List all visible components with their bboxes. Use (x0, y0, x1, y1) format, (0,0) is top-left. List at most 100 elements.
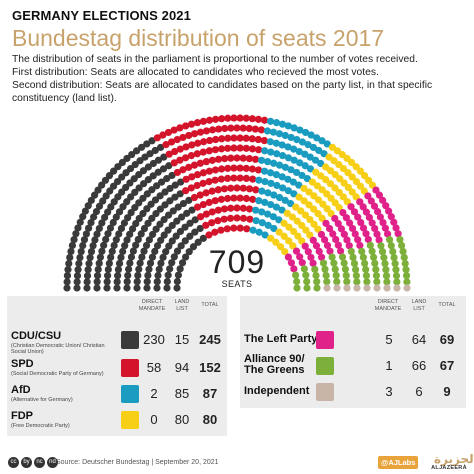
seat-alliance-90-the-greens (362, 265, 370, 274)
seat-afd (290, 124, 298, 132)
seat-cdu-csu (132, 147, 141, 155)
seat-cdu-csu (63, 284, 71, 292)
seat-alliance-90-the-greens (372, 272, 381, 280)
seat-cdu-csu (126, 230, 134, 238)
seat-cdu-csu (131, 160, 139, 169)
col-header-land: LAND LIST (411, 299, 427, 312)
seat-cdu-csu (177, 213, 186, 221)
seat-alliance-90-the-greens (332, 271, 340, 280)
seat-alliance-90-the-greens (366, 241, 374, 249)
seat-cdu-csu (123, 154, 131, 163)
seat-the-left-party (356, 241, 364, 250)
seat-the-left-party (367, 197, 375, 205)
party-row-cdu: CDU/CSU (Christian Democratic Union/ Chr… (7, 326, 227, 356)
seat-spd (242, 134, 250, 142)
seat-cdu-csu (119, 247, 127, 256)
seat-alliance-90-the-greens (358, 247, 366, 255)
seat-spd (188, 141, 196, 149)
seat-fdp (331, 184, 339, 192)
seat-cdu-csu (144, 176, 152, 184)
seat-cdu-csu (131, 204, 139, 212)
seat-fdp (300, 184, 308, 193)
seat-cdu-csu (104, 208, 112, 216)
seat-spd (179, 166, 187, 174)
seat-the-left-party (312, 242, 321, 250)
seat-spd (173, 168, 182, 177)
seat-spd (196, 159, 204, 167)
seat-cdu-csu (146, 150, 154, 158)
seat-spd (242, 194, 251, 203)
seat-afd (306, 165, 315, 173)
party-subtitle: (Social Democratic Party of Germany) (11, 371, 104, 377)
seat-cdu-csu (107, 203, 115, 211)
seat-cdu-csu (168, 221, 176, 230)
seat-afd (281, 131, 289, 140)
seat-spd (193, 171, 202, 179)
seat-spd (193, 181, 201, 190)
seat-cdu-csu (73, 272, 82, 280)
seat-alliance-90-the-greens (382, 272, 391, 280)
ajlabs-handle[interactable]: @AJLabs (378, 456, 419, 469)
seat-cdu-csu (162, 248, 170, 256)
seat-the-left-party (351, 230, 359, 238)
seat-afd (264, 189, 272, 197)
seat-alliance-90-the-greens (302, 271, 310, 279)
seat-spd (206, 136, 214, 145)
seat-spd (176, 145, 184, 153)
seat-alliance-90-the-greens (323, 278, 331, 286)
seat-afd (323, 140, 331, 148)
party-row-afd: AfD (Alternative for Germany) 2 85 87 (7, 380, 227, 408)
seat-cdu-csu (83, 278, 91, 286)
seat-cdu-csu (107, 253, 115, 261)
seat-the-left-party (392, 224, 400, 232)
seat-the-left-party (321, 236, 329, 244)
source-text: Source: Deutscher Bundestag | September … (56, 459, 219, 466)
seat-spd (217, 195, 225, 203)
seat-alliance-90-the-greens (313, 278, 321, 286)
seat-cdu-csu (103, 272, 112, 280)
seat-afd (266, 138, 274, 146)
seat-spd (193, 119, 202, 127)
party-swatch (316, 383, 334, 401)
seat-spd (236, 134, 244, 142)
seat-independent (403, 284, 411, 292)
seat-spd (233, 204, 241, 212)
seat-cdu-csu (154, 168, 162, 176)
seat-fdp (294, 232, 302, 240)
seat-fdp (285, 223, 293, 231)
seat-cdu-csu (108, 247, 116, 255)
seat-alliance-90-the-greens (347, 247, 355, 256)
direct-value: 2 (150, 386, 158, 401)
seat-cdu-csu (135, 214, 143, 223)
seat-cdu-csu (144, 219, 152, 227)
seat-the-left-party (345, 242, 353, 250)
seat-alliance-90-the-greens (303, 284, 311, 292)
seat-afd (272, 171, 281, 179)
seat-cdu-csu (160, 153, 168, 161)
seat-spd (236, 114, 244, 122)
seat-cdu-csu (99, 197, 107, 205)
seat-cdu-csu (183, 209, 191, 217)
seat-cdu-csu (139, 194, 147, 202)
seat-alliance-90-the-greens (377, 242, 385, 250)
seat-fdp (343, 198, 351, 206)
seat-spd (162, 141, 170, 149)
seat-spd (249, 195, 257, 203)
seat-cdu-csu (126, 259, 134, 267)
seat-cdu-csu (133, 278, 141, 286)
seat-alliance-90-the-greens (402, 272, 411, 280)
seat-cdu-csu (185, 248, 193, 256)
seat-alliance-90-the-greens (328, 253, 336, 261)
seat-alliance-90-the-greens (372, 265, 380, 274)
seat-the-left-party (375, 236, 383, 244)
seat-afd (301, 150, 309, 158)
seat-cdu-csu (174, 271, 182, 279)
seat-cdu-csu (63, 278, 71, 286)
seat-afd (272, 203, 281, 211)
party-table-right: DIRECT MANDATE LAND LIST TOTAL The Left … (240, 296, 466, 408)
seat-cdu-csu (152, 210, 160, 218)
seat-alliance-90-the-greens (303, 277, 311, 286)
seat-fdp (348, 188, 356, 196)
seat-cdu-csu (98, 219, 106, 227)
seat-spd (199, 179, 207, 187)
